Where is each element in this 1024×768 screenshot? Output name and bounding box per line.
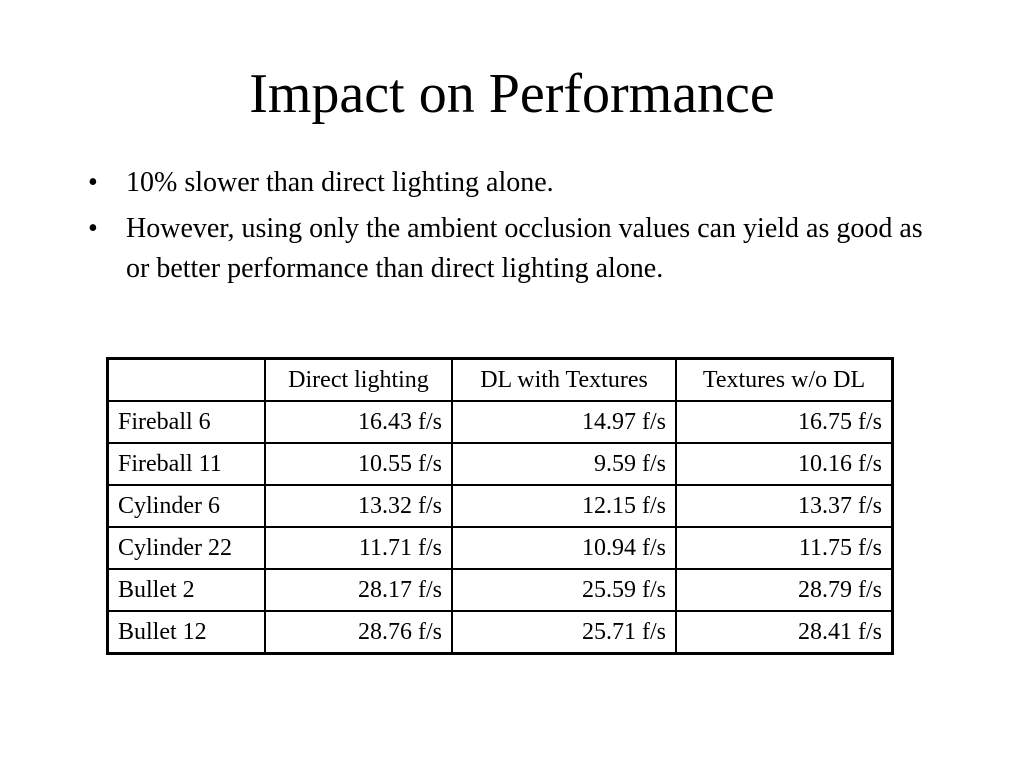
slide-title: Impact on Performance: [249, 63, 775, 125]
direct-lighting-value: 28.17 f/s: [264, 568, 453, 612]
textures-without-dl-value: 16.75 f/s: [675, 400, 894, 444]
row-label: Fireball 6: [106, 400, 266, 444]
bullet-item: • However, using only the ambient occlus…: [88, 209, 938, 289]
row-label: Fireball 11: [106, 442, 266, 486]
row-label: Cylinder 22: [106, 526, 266, 570]
header-corner-cell: [106, 357, 266, 402]
row-label: Bullet 2: [106, 568, 266, 612]
row-label: Cylinder 6: [106, 484, 266, 528]
direct-lighting-value: 10.55 f/s: [264, 442, 453, 486]
row-label: Bullet 12: [106, 610, 266, 655]
textures-without-dl-value: 10.16 f/s: [675, 442, 894, 486]
dl-with-textures-value: 25.59 f/s: [451, 568, 677, 612]
dl-with-textures-value: 14.97 f/s: [451, 400, 677, 444]
textures-without-dl-value: 11.75 f/s: [675, 526, 894, 570]
table-row: Bullet 12 28.76 f/s 25.71 f/s 28.41 f/s: [106, 610, 894, 655]
direct-lighting-value: 13.32 f/s: [264, 484, 453, 528]
header-direct-lighting: Direct lighting: [264, 357, 453, 402]
dl-with-textures-value: 25.71 f/s: [451, 610, 677, 655]
header-dl-with-textures: DL with Textures: [451, 357, 677, 402]
table-row: Fireball 11 10.55 f/s 9.59 f/s 10.16 f/s: [106, 442, 894, 486]
bullet-item: • 10% slower than direct lighting alone.: [88, 163, 938, 203]
table-row: Fireball 6 16.43 f/s 14.97 f/s 16.75 f/s: [106, 400, 894, 444]
direct-lighting-value: 16.43 f/s: [264, 400, 453, 444]
direct-lighting-value: 11.71 f/s: [264, 526, 453, 570]
table-header-row: Direct lighting DL with Textures Texture…: [106, 357, 894, 402]
textures-without-dl-value: 28.41 f/s: [675, 610, 894, 655]
textures-without-dl-value: 13.37 f/s: [675, 484, 894, 528]
bullet-text: However, using only the ambient occlusio…: [126, 213, 923, 284]
dl-with-textures-value: 10.94 f/s: [451, 526, 677, 570]
table-row: Bullet 2 28.17 f/s 25.59 f/s 28.79 f/s: [106, 568, 894, 612]
bullet-list: • 10% slower than direct lighting alone.…: [88, 163, 938, 295]
table-row: Cylinder 6 13.32 f/s 12.15 f/s 13.37 f/s: [106, 484, 894, 528]
dl-with-textures-value: 12.15 f/s: [451, 484, 677, 528]
textures-without-dl-value: 28.79 f/s: [675, 568, 894, 612]
header-textures-without-dl: Textures w/o DL: [675, 357, 894, 402]
performance-table: Direct lighting DL with Textures Texture…: [106, 357, 894, 655]
bullet-text: 10% slower than direct lighting alone.: [126, 167, 554, 198]
direct-lighting-value: 28.76 f/s: [264, 610, 453, 655]
bullet-icon: •: [88, 213, 98, 244]
table-row: Cylinder 22 11.71 f/s 10.94 f/s 11.75 f/…: [106, 526, 894, 570]
dl-with-textures-value: 9.59 f/s: [451, 442, 677, 486]
bullet-icon: •: [88, 167, 98, 198]
